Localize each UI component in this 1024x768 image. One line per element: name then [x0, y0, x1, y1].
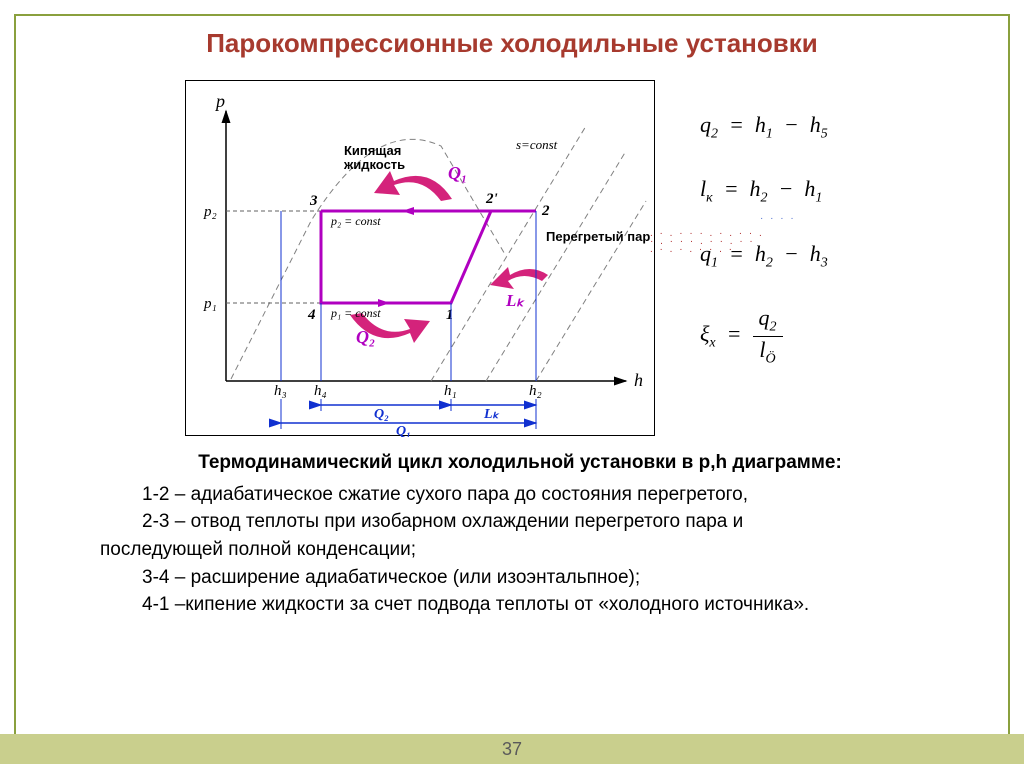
ph-diagram-svg: h p Q₁ Q₂ Lₖ 1 2 2' 3 4 p₂ p₁ p₂ — [186, 81, 656, 437]
eq-xi: ξx = q2 lÖ — [700, 305, 970, 367]
ph-diagram: h p Q₁ Q₂ Lₖ 1 2 2' 3 4 p₂ p₁ p₂ — [185, 80, 655, 436]
svg-text:Q₂: Q₂ — [374, 407, 389, 422]
desc-line-1: 1-2 – адиабатическое сжатие сухого пара … — [100, 482, 940, 508]
equations: q2 = h1 − h5 lк = h2 − h1 q1 = h2 − h3 ξ… — [700, 112, 970, 401]
desc-heading: Термодинамический цикл холодильной устан… — [100, 450, 940, 476]
svg-text:h₃: h₃ — [274, 383, 287, 399]
svg-text:h: h — [634, 370, 643, 390]
svg-text:3: 3 — [309, 193, 318, 209]
svg-text:p₂: p₂ — [203, 204, 217, 220]
svg-text:p₁: p₁ — [203, 296, 217, 312]
svg-text:h₄: h₄ — [314, 383, 327, 399]
svg-text:p₁ = const: p₁ = const — [330, 306, 381, 320]
svg-text:Lₖ: Lₖ — [505, 291, 525, 310]
svg-text:h₂: h₂ — [529, 383, 542, 399]
svg-text:p: p — [214, 91, 225, 111]
svg-text:2: 2 — [541, 203, 550, 219]
desc-line-2: 2-3 – отвод теплоты при изобарном охлажд… — [100, 509, 940, 535]
svg-text:4: 4 — [307, 307, 316, 323]
svg-text:Q₂: Q₂ — [356, 327, 375, 347]
svg-text:Lₖ: Lₖ — [483, 407, 500, 422]
svg-text:2': 2' — [485, 191, 498, 207]
eq-q2: q2 = h1 − h5 — [700, 112, 970, 142]
slide-title: Парокомпрессионные холодильные установки — [0, 28, 1024, 59]
svg-text:Q₁: Q₁ — [448, 163, 467, 183]
desc-line-3: 3-4 – расширение адиабатическое (или изо… — [100, 565, 940, 591]
page-number: 37 — [502, 739, 522, 759]
desc-line-4: 4-1 –кипение жидкости за счет подвода те… — [100, 592, 940, 618]
svg-text:h₁: h₁ — [444, 383, 457, 399]
svg-text:s=const: s=const — [516, 137, 558, 152]
svg-text:жидкость: жидкость — [343, 157, 405, 172]
eq-q1: q1 = h2 − h3 — [700, 241, 970, 271]
svg-text:1: 1 — [446, 307, 454, 323]
svg-text:Перегретый пар: Перегретый пар — [546, 229, 650, 244]
description: Термодинамический цикл холодильной устан… — [100, 450, 940, 620]
svg-text:Q₁: Q₁ — [396, 424, 411, 437]
svg-text:p₂ = const: p₂ = const — [330, 214, 381, 228]
page-footer: 37 — [0, 734, 1024, 764]
desc-line-2b: последующей полной конденсации; — [100, 537, 940, 563]
svg-text:Кипящая: Кипящая — [344, 143, 401, 158]
eq-lk: lк = h2 − h1 — [700, 176, 970, 206]
